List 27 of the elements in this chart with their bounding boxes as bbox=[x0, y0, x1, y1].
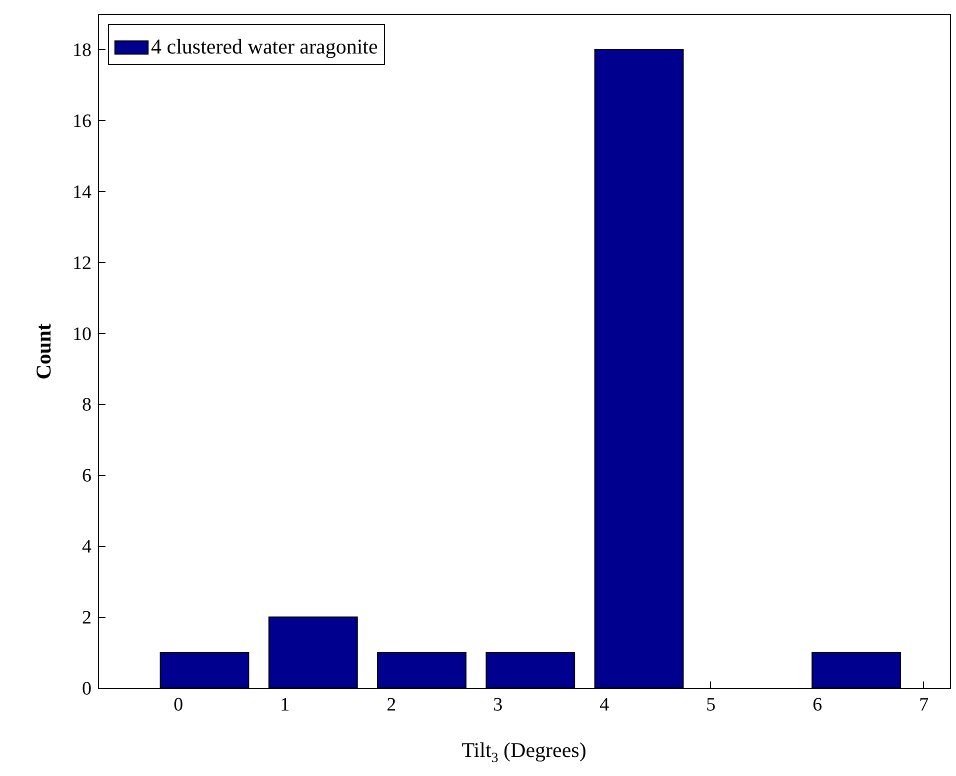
x-tick-label: 0 bbox=[174, 694, 184, 716]
x-tick-label: 7 bbox=[919, 694, 929, 716]
x-tick-label: 5 bbox=[706, 694, 716, 716]
bar bbox=[377, 652, 466, 688]
bar bbox=[160, 652, 250, 688]
x-tick-label: 3 bbox=[493, 694, 503, 716]
legend-label: 4 clustered water aragonite bbox=[151, 34, 378, 58]
bar bbox=[594, 48, 684, 688]
y-tick-label: 10 bbox=[72, 324, 92, 345]
x-tick-label: 2 bbox=[386, 694, 396, 716]
bar bbox=[486, 652, 576, 688]
y-tick-label: 18 bbox=[72, 40, 92, 61]
x-tick-label: 1 bbox=[280, 694, 290, 716]
bar bbox=[268, 616, 358, 688]
x-tick-label: 4 bbox=[600, 694, 610, 716]
y-tick-label: 14 bbox=[72, 182, 92, 203]
y-tick-label: 0 bbox=[82, 678, 92, 700]
x-tick-label: 6 bbox=[812, 694, 822, 716]
y-tick-label: 16 bbox=[72, 110, 92, 132]
bar bbox=[812, 652, 901, 688]
y-axis-title: Count bbox=[32, 323, 56, 380]
y-tick-label: 4 bbox=[82, 536, 92, 558]
y-tick-label: 2 bbox=[82, 608, 92, 629]
y-tick-label: 6 bbox=[82, 466, 92, 487]
x-axis-title: Tilt$_{3}$ (Degrees) bbox=[460, 738, 588, 768]
y-tick-label: 12 bbox=[72, 252, 92, 274]
y-tick-label: 8 bbox=[82, 394, 92, 416]
